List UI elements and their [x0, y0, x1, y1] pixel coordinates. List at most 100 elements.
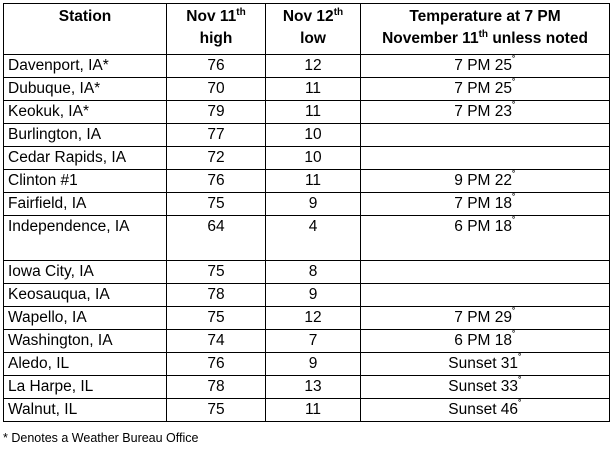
header-high-date: Nov 11: [186, 8, 237, 25]
header-station-label: Station: [58, 8, 112, 25]
degree-symbol: ˚: [512, 192, 516, 205]
degree-symbol: ˚: [512, 100, 516, 113]
degree-symbol: ˚: [512, 169, 516, 182]
table-row: Iowa City, IA 75 8: [3, 260, 610, 284]
temperature-value: Sunset 31: [448, 355, 519, 372]
cell-high: 75: [166, 398, 266, 422]
cell-high: 75: [166, 306, 266, 330]
cell-station: Dubuque, IA*: [3, 77, 167, 101]
header-high-ordinal: th: [236, 6, 246, 18]
cell-temperature: 7 PM 18˚: [360, 192, 610, 216]
header-low-date: Nov 12: [282, 8, 334, 25]
cell-station: Burlington, IA: [3, 123, 167, 147]
cell-high: 64: [166, 215, 266, 261]
cell-station: Aledo, IL: [3, 352, 167, 376]
cell-station: Fairfield, IA: [3, 192, 167, 216]
table-row: Wapello, IA 75 12 7 PM 29˚: [3, 306, 610, 330]
cell-high: 78: [166, 283, 266, 307]
temperature-value: Sunset 46: [448, 401, 519, 418]
header-station: Station: [3, 3, 167, 55]
cell-temperature: [360, 123, 610, 147]
cell-temperature: Sunset 33˚: [360, 375, 610, 399]
cell-low: 9: [265, 283, 361, 307]
table-row: Dubuque, IA* 70 11 7 PM 25˚: [3, 77, 610, 101]
table-row: Keokuk, IA* 79 11 7 PM 23˚: [3, 100, 610, 124]
temperature-value: 7 PM 29: [454, 309, 513, 326]
cell-low: 11: [265, 398, 361, 422]
cell-temperature: Sunset 46˚: [360, 398, 610, 422]
cell-temperature: [360, 283, 610, 307]
cell-high: 77: [166, 123, 266, 147]
table-row: Washington, IA 74 7 6 PM 18˚: [3, 329, 610, 353]
cell-temperature: [360, 146, 610, 170]
table-row: Burlington, IA 77 10: [3, 123, 610, 147]
cell-temperature: 9 PM 22˚: [360, 169, 610, 193]
cell-high: 78: [166, 375, 266, 399]
cell-station: Independence, IA: [3, 215, 167, 261]
table-row: Cedar Rapids, IA 72 10: [3, 146, 610, 170]
degree-symbol: ˚: [512, 54, 516, 67]
table-row: Fairfield, IA 75 9 7 PM 18˚: [3, 192, 610, 216]
degree-symbol: ˚: [518, 398, 522, 411]
degree-symbol: ˚: [518, 375, 522, 388]
cell-low: 4: [265, 215, 361, 261]
cell-low: 8: [265, 260, 361, 284]
cell-station: Keokuk, IA*: [3, 100, 167, 124]
cell-low: 12: [265, 54, 361, 78]
cell-low: 12: [265, 306, 361, 330]
table-row: Davenport, IA* 76 12 7 PM 25˚: [3, 54, 610, 78]
header-low: Nov 12th low: [265, 3, 361, 55]
degree-symbol: ˚: [512, 215, 516, 228]
header-row: Station Nov 11th high Nov 12th low Tempe…: [3, 3, 610, 55]
cell-station: Keosauqua, IA: [3, 283, 167, 307]
temperature-value: 7 PM 25: [454, 80, 513, 97]
cell-temperature: 7 PM 23˚: [360, 100, 610, 124]
cell-temperature: Sunset 31˚: [360, 352, 610, 376]
degree-symbol: ˚: [512, 329, 516, 342]
header-temperature-date: November 11: [382, 30, 479, 47]
degree-symbol: ˚: [512, 306, 516, 319]
degree-symbol: ˚: [518, 352, 522, 365]
header-high-label: high: [199, 30, 233, 47]
table-row: Independence, IA 64 4 6 PM 18˚: [3, 215, 610, 261]
header-temperature-line1: Temperature at 7 PM: [409, 8, 561, 25]
temperature-value: 7 PM 18: [454, 195, 513, 212]
degree-symbol: ˚: [512, 77, 516, 90]
cell-high: 74: [166, 329, 266, 353]
cell-station: La Harpe, IL: [3, 375, 167, 399]
cell-low: 7: [265, 329, 361, 353]
cell-high: 75: [166, 260, 266, 284]
table-row: Clinton #1 76 11 9 PM 22˚: [3, 169, 610, 193]
cell-temperature: 7 PM 25˚: [360, 77, 610, 101]
cell-station: Cedar Rapids, IA: [3, 146, 167, 170]
temperature-value: 7 PM 25: [454, 57, 513, 74]
table-row: Walnut, IL 75 11 Sunset 46˚: [3, 398, 610, 422]
cell-low: 10: [265, 146, 361, 170]
cell-station: Clinton #1: [3, 169, 167, 193]
cell-high: 76: [166, 54, 266, 78]
temperature-value: 6 PM 18: [454, 218, 513, 235]
cell-low: 9: [265, 192, 361, 216]
cell-station: Walnut, IL: [3, 398, 167, 422]
cell-low: 11: [265, 77, 361, 101]
temperature-value: Sunset 33: [448, 378, 519, 395]
cell-low: 9: [265, 352, 361, 376]
cell-high: 76: [166, 169, 266, 193]
cell-temperature: [360, 260, 610, 284]
cell-low: 10: [265, 123, 361, 147]
temperature-value: 7 PM 23: [454, 103, 513, 120]
header-high: Nov 11th high: [166, 3, 266, 55]
cell-temperature: 7 PM 29˚: [360, 306, 610, 330]
cell-temperature: 7 PM 25˚: [360, 54, 610, 78]
cell-high: 75: [166, 192, 266, 216]
table-row: La Harpe, IL 78 13 Sunset 33˚: [3, 375, 610, 399]
footnote: * Denotes a Weather Bureau Office: [3, 431, 199, 445]
table-row: Keosauqua, IA 78 9: [3, 283, 610, 307]
temperature-value: 9 PM 22: [454, 172, 513, 189]
temperature-value: 6 PM 18: [454, 332, 513, 349]
cell-high: 72: [166, 146, 266, 170]
cell-high: 70: [166, 77, 266, 101]
cell-low: 11: [265, 100, 361, 124]
cell-low: 13: [265, 375, 361, 399]
header-low-label: low: [300, 30, 326, 47]
